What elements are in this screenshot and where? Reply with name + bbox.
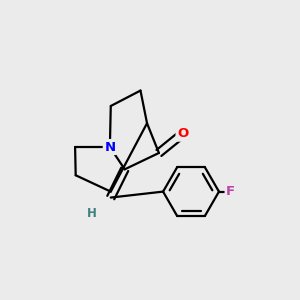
- Text: N: N: [104, 140, 116, 154]
- Text: O: O: [177, 127, 188, 140]
- Text: F: F: [226, 185, 235, 198]
- Text: H: H: [87, 207, 97, 220]
